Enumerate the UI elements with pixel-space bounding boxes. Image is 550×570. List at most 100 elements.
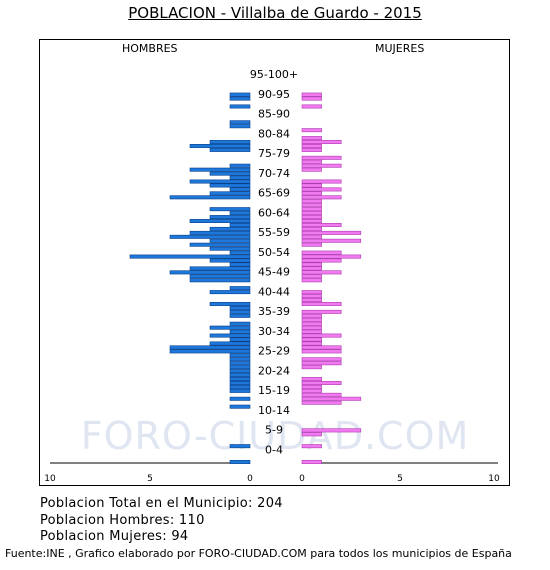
male-bar bbox=[169, 195, 251, 200]
female-bar bbox=[301, 199, 322, 204]
age-group-label: 70-74 bbox=[258, 167, 290, 180]
female-bar bbox=[301, 337, 322, 342]
male-bar bbox=[209, 301, 251, 306]
female-bar bbox=[301, 365, 322, 370]
female-bar bbox=[301, 219, 322, 224]
female-bar bbox=[301, 144, 322, 148]
female-bar bbox=[301, 211, 322, 216]
female-bar bbox=[301, 278, 322, 283]
male-bar bbox=[209, 341, 251, 346]
female-bar bbox=[301, 136, 322, 141]
female-bar bbox=[301, 392, 342, 397]
age-group-label: 35-39 bbox=[258, 305, 290, 318]
male-bar bbox=[229, 459, 251, 464]
summary-men: Poblacion Hombres: 110 bbox=[40, 513, 205, 528]
female-bar bbox=[301, 345, 342, 350]
female-bar bbox=[301, 140, 342, 145]
female-bar bbox=[301, 290, 322, 295]
male-bar bbox=[169, 345, 251, 350]
female-tick-label: 0 bbox=[299, 474, 305, 484]
male-bar bbox=[209, 171, 251, 176]
female-bar bbox=[301, 325, 322, 330]
female-bar bbox=[301, 179, 342, 184]
female-bar bbox=[301, 191, 322, 196]
age-group-label: 45-49 bbox=[258, 266, 290, 279]
female-tick-label: 5 bbox=[397, 474, 403, 484]
male-bar bbox=[229, 444, 251, 449]
female-bar bbox=[301, 104, 322, 109]
age-group-label: 60-64 bbox=[258, 206, 290, 219]
age-group-label: 80-84 bbox=[258, 127, 290, 140]
female-bar bbox=[301, 226, 322, 231]
male-bar bbox=[229, 377, 251, 382]
age-group-label: 50-54 bbox=[258, 246, 290, 259]
male-bar bbox=[229, 388, 251, 393]
male-bar bbox=[229, 305, 251, 310]
male-bar bbox=[189, 230, 251, 235]
male-bar bbox=[229, 365, 251, 370]
age-group-label: 90-95 bbox=[258, 88, 290, 101]
male-bar bbox=[189, 278, 251, 283]
age-group-label: 10-14 bbox=[258, 404, 290, 417]
female-bar bbox=[301, 428, 362, 433]
age-group-label: 30-34 bbox=[258, 325, 290, 338]
female-bar bbox=[301, 187, 342, 192]
female-bar bbox=[301, 349, 342, 354]
age-group-label: 40-44 bbox=[258, 285, 290, 298]
female-bar bbox=[301, 223, 342, 227]
female-bar bbox=[301, 250, 342, 255]
female-bar bbox=[301, 167, 322, 172]
male-bar bbox=[229, 396, 251, 401]
male-bar bbox=[209, 246, 251, 251]
female-bar bbox=[301, 238, 362, 243]
watermark: FORO-CIUDAD.COM bbox=[80, 414, 470, 458]
female-bar bbox=[301, 298, 322, 303]
male-bar bbox=[229, 357, 251, 362]
female-bar bbox=[301, 230, 362, 235]
male-bar bbox=[229, 211, 251, 216]
female-bar bbox=[301, 128, 322, 133]
female-bar bbox=[301, 274, 322, 279]
female-bar bbox=[301, 341, 322, 346]
male-bar bbox=[169, 349, 251, 354]
male-bar bbox=[189, 179, 251, 184]
male-bar bbox=[229, 187, 251, 192]
age-group-label: 0-4 bbox=[265, 443, 283, 456]
female-bar bbox=[301, 400, 342, 405]
female-bar bbox=[301, 329, 322, 334]
male-bar bbox=[209, 238, 251, 243]
male-bar bbox=[229, 380, 251, 385]
male-bar bbox=[209, 333, 251, 338]
age-group-label: 25-29 bbox=[258, 345, 290, 358]
age-group-label: 5-9 bbox=[265, 424, 283, 437]
male-bar bbox=[209, 226, 251, 231]
male-bar bbox=[169, 234, 251, 239]
female-bar bbox=[301, 234, 322, 239]
male-bar bbox=[229, 286, 251, 291]
male-bar bbox=[229, 175, 251, 180]
male-bar bbox=[229, 373, 251, 378]
female-bar bbox=[301, 195, 342, 200]
male-bar bbox=[209, 290, 251, 295]
female-bar bbox=[301, 432, 322, 437]
male-bar bbox=[209, 325, 251, 330]
chart-title: POBLACION - Villalba de Guardo - 2015 bbox=[128, 4, 422, 22]
male-bar bbox=[229, 163, 251, 168]
male-bar bbox=[229, 337, 251, 342]
population-pyramid-chart: 95-100+ 90-95 85-90 80-84 75-79 70-74 65-69 60-… bbox=[44, 68, 500, 484]
female-bar bbox=[301, 92, 322, 97]
female-bar bbox=[301, 459, 322, 464]
male-bar bbox=[129, 254, 251, 259]
age-group-label: 15-19 bbox=[258, 384, 290, 397]
female-bar bbox=[301, 207, 322, 212]
female-bar bbox=[301, 242, 322, 247]
male-bar bbox=[229, 309, 251, 314]
female-bar bbox=[301, 258, 342, 263]
female-bar bbox=[301, 333, 342, 338]
male-bar bbox=[169, 270, 251, 275]
female-bar bbox=[301, 215, 322, 220]
female-bar bbox=[301, 388, 322, 393]
male-tick-label: 10 bbox=[44, 474, 56, 484]
female-bar bbox=[301, 147, 322, 152]
female-bar bbox=[301, 380, 342, 385]
